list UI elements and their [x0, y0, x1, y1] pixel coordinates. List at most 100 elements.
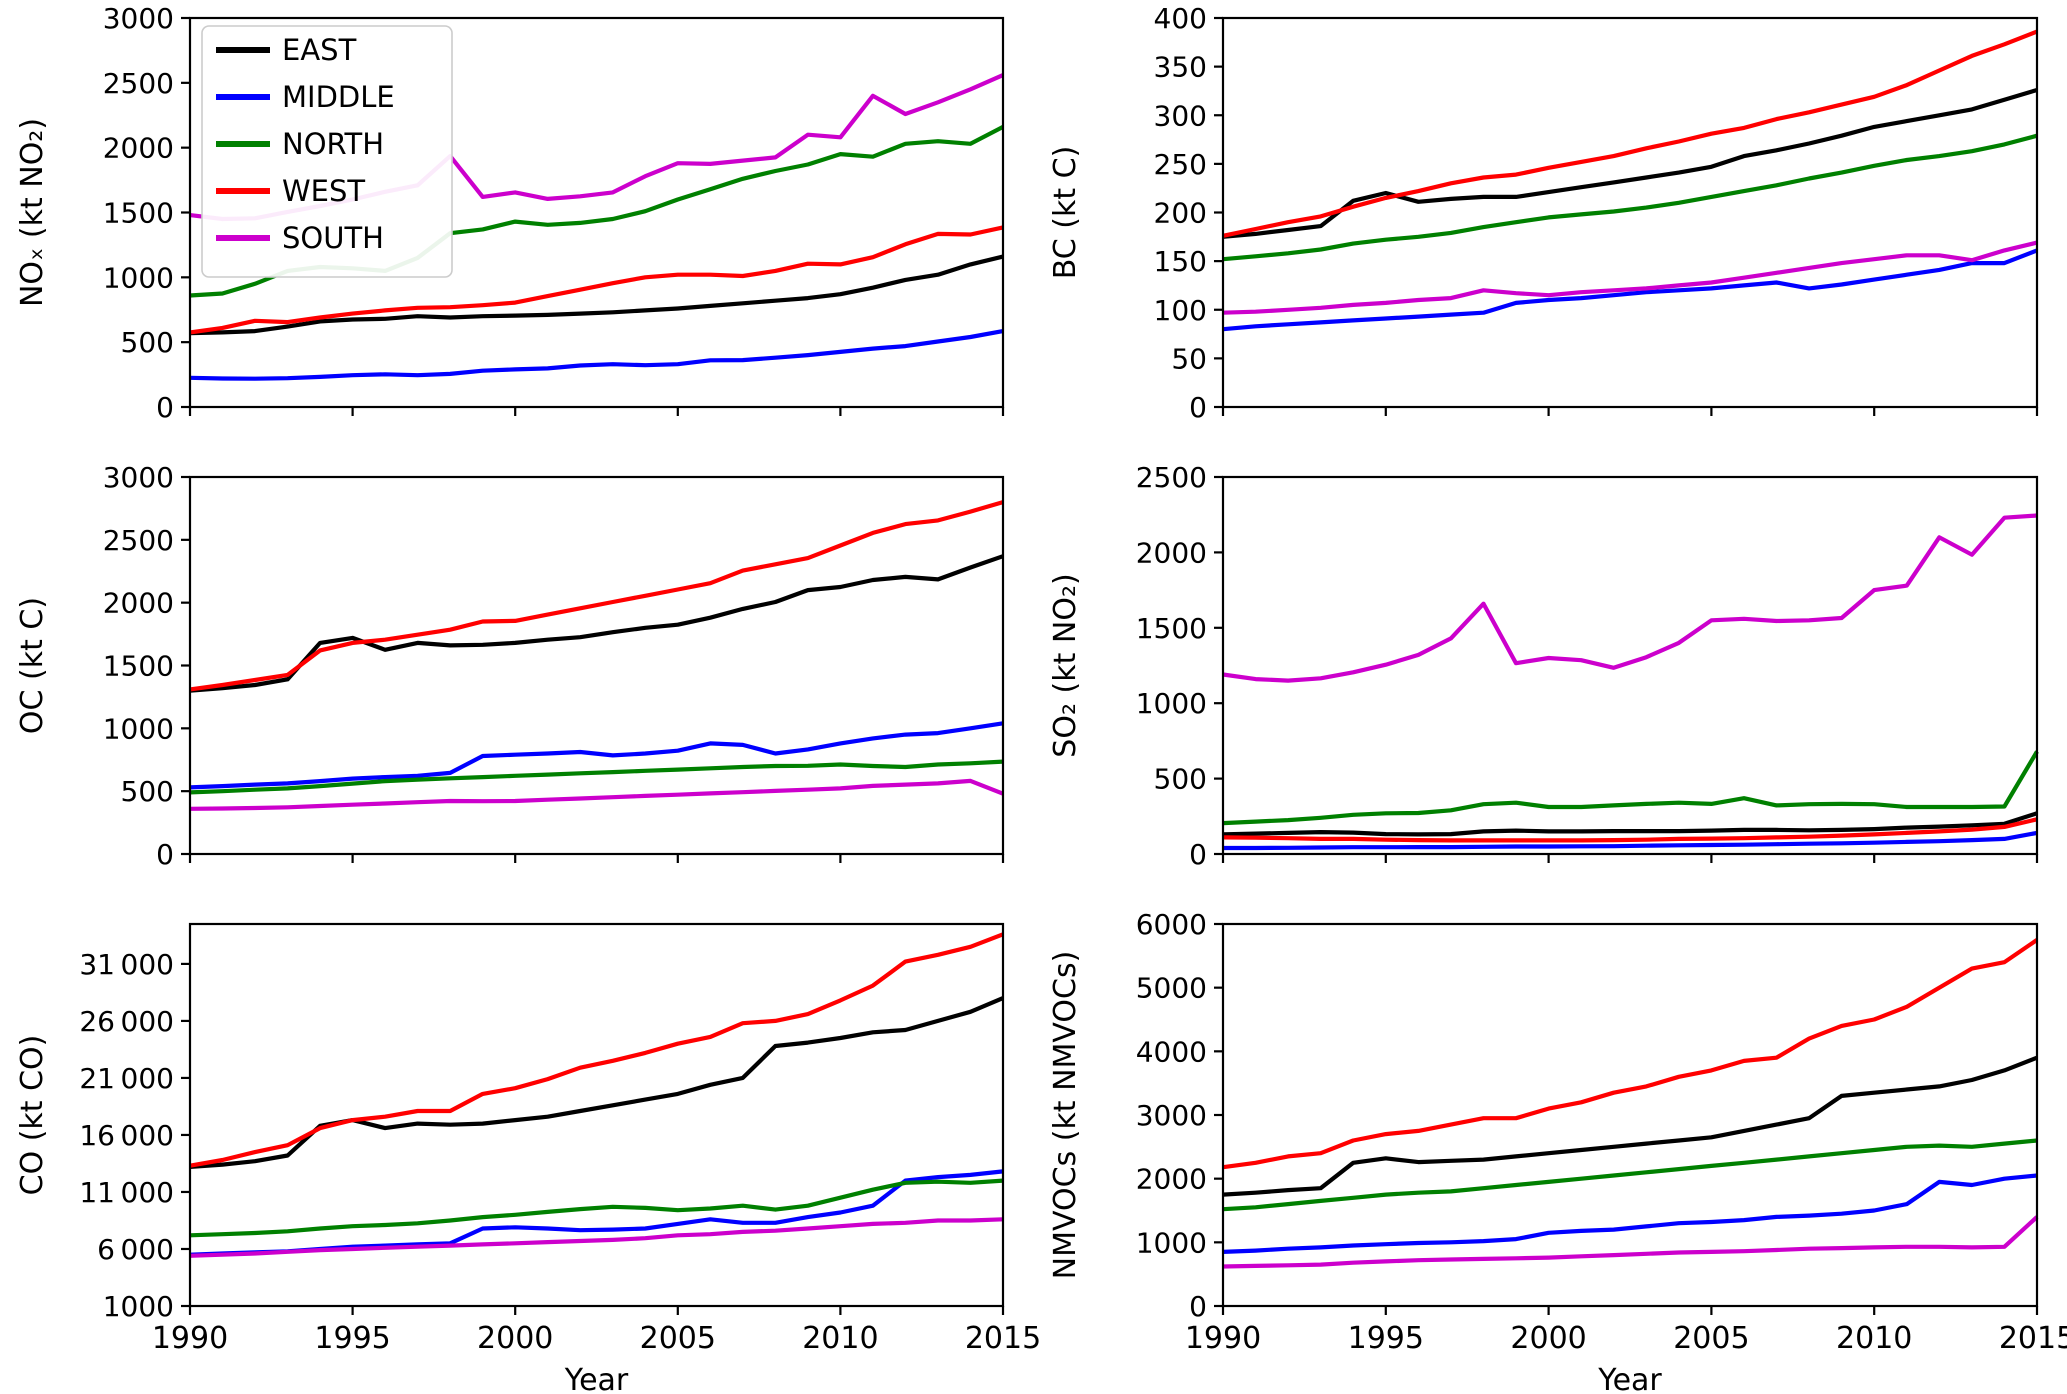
series-north-line [1222, 750, 2039, 826]
plot-border [1221, 475, 2039, 856]
legend-label: SOUTH [282, 221, 384, 255]
y-tick-label: 2000 [1136, 1163, 1207, 1196]
y-tick-label: 500 [121, 326, 174, 359]
series-west-line [189, 932, 1004, 1168]
y-tick-label: 1000 [103, 1290, 174, 1323]
y-tick-label: 26 000 [79, 1005, 174, 1038]
series-east-line [189, 254, 1004, 336]
series-north-line [1222, 1138, 2038, 1212]
series-west-line [1222, 817, 2038, 843]
y-tick-label: 1000 [1136, 1226, 1207, 1259]
series-south-line [1222, 1215, 2039, 1269]
series-east-line [1222, 1055, 2038, 1197]
series-east-line [1222, 811, 2038, 837]
series-east-line [189, 996, 1004, 1169]
y-tick-label: 500 [1154, 763, 1207, 796]
y-tick-label: 2500 [1136, 461, 1207, 494]
series-west-line [1222, 938, 2039, 1170]
y-tick-label: 5000 [1136, 972, 1207, 1005]
y-tick-label: 4000 [1136, 1035, 1207, 1068]
series-east-line [1222, 87, 2038, 239]
series-south-line [189, 1217, 1004, 1258]
y-tick-label: 1000 [103, 712, 174, 745]
nox-chart: 0 500 1000 1500 2000 2500 3000 NOₓ (kt NO₂) EAST… [15, 2, 1005, 424]
x-tick-label: 2015 [965, 1321, 1041, 1356]
y-axis-label: NOₓ (kt NO₂) [15, 118, 50, 307]
x-tick-label: 1990 [152, 1321, 228, 1356]
y-tick-label: 1500 [1136, 612, 1207, 645]
y-tick-label: 11 000 [79, 1176, 174, 1209]
y-tick-label: 3000 [1136, 1099, 1207, 1132]
legend-label: NORTH [282, 127, 384, 161]
y-tick-label: 1000 [1136, 687, 1207, 720]
series-south-line [1222, 513, 2038, 683]
y-tick-label: 0 [156, 391, 174, 424]
x-tick-label: 2010 [1836, 1321, 1912, 1356]
y-axis-label: SO₂ (kt NO₂) [1048, 573, 1083, 757]
y-tick-label: 21 000 [79, 1062, 174, 1095]
x-axis-label: Year [564, 1363, 629, 1394]
y-tick-label: 2500 [103, 524, 174, 557]
y-tick-label: 100 [1154, 294, 1207, 327]
legend-label: MIDDLE [282, 80, 395, 114]
x-tick-label: 2005 [640, 1321, 716, 1356]
y-tick-label: 1500 [103, 197, 174, 230]
y-tick-label: 0 [1189, 1290, 1207, 1323]
oc-chart: 0 500 1000 1500 2000 2500 3000 OC (kt C) [15, 461, 1005, 871]
y-tick-label: 250 [1154, 148, 1207, 181]
y-tick-label: 50 [1171, 342, 1207, 375]
so2-chart: 0 500 1000 1500 2000 2500 SO₂ (kt NO₂) [1048, 461, 2039, 871]
series-south-line [1222, 240, 2038, 315]
y-tick-label: 350 [1154, 51, 1207, 84]
series-east-line [189, 554, 1004, 693]
y-tick-label: 500 [121, 775, 174, 808]
x-tick-label: 2000 [477, 1321, 553, 1356]
x-tick-label: 1990 [1185, 1321, 1261, 1356]
y-axis-label: OC (kt C) [15, 597, 50, 734]
series-west-line [189, 225, 1004, 335]
y-tick-label: 6000 [1136, 908, 1207, 941]
series-middle-line [1223, 830, 2038, 851]
y-tick-label: 200 [1154, 197, 1207, 230]
x-axis-label: Year [1597, 1363, 1662, 1394]
series-north-line [189, 1178, 1004, 1238]
x-tick-label: 1995 [1348, 1321, 1424, 1356]
series-west-line [1222, 29, 2038, 238]
series-middle-line [1222, 1173, 2038, 1254]
y-tick-label: 3000 [103, 461, 174, 494]
series-middle-line [189, 329, 1004, 381]
legend-box [201, 25, 453, 278]
plot-border [188, 922, 1005, 1308]
y-tick-label: 3000 [103, 2, 174, 35]
plot-border [1221, 922, 2039, 1308]
series-middle-line [189, 721, 1004, 790]
series-west-line [189, 500, 1004, 692]
y-tick-label: 0 [1189, 391, 1207, 424]
x-tick-label: 2015 [1999, 1321, 2067, 1356]
series-north-line [189, 759, 1004, 795]
x-tick-label: 2000 [1510, 1321, 1586, 1356]
y-axis-label: NMVOCs (kt NMVOCs) [1048, 951, 1083, 1280]
bc-chart: 0 50 100 150 200 250 300 350 400 BC (kt C) [1048, 2, 2039, 424]
y-tick-label: 2000 [1136, 536, 1207, 569]
legend-label: EAST [282, 33, 357, 67]
y-tick-label: 2000 [103, 587, 174, 620]
y-tick-label: 2000 [103, 132, 174, 165]
x-tick-label: 2005 [1673, 1321, 1749, 1356]
y-tick-label: 2500 [103, 67, 174, 100]
series-south-line [189, 778, 1004, 811]
series-north-line [1222, 133, 2038, 262]
plot-border [188, 475, 1005, 856]
y-tick-label: 31 000 [79, 948, 174, 981]
y-tick-label: 1500 [103, 650, 174, 683]
y-tick-label: 6 000 [97, 1233, 174, 1266]
x-tick-label: 2010 [802, 1321, 878, 1356]
y-axis-label: CO (kt CO) [15, 1035, 50, 1196]
y-axis-label: BC (kt C) [1048, 146, 1083, 280]
y-tick-label: 1000 [103, 261, 174, 294]
plot-border [1221, 16, 2039, 409]
y-tick-label: 16 000 [79, 1119, 174, 1152]
nmvocs-chart: 0 1000 2000 3000 4000 5000 6000 1990 1995 2000 200… [1048, 908, 2067, 1394]
y-tick-label: 400 [1154, 2, 1207, 35]
